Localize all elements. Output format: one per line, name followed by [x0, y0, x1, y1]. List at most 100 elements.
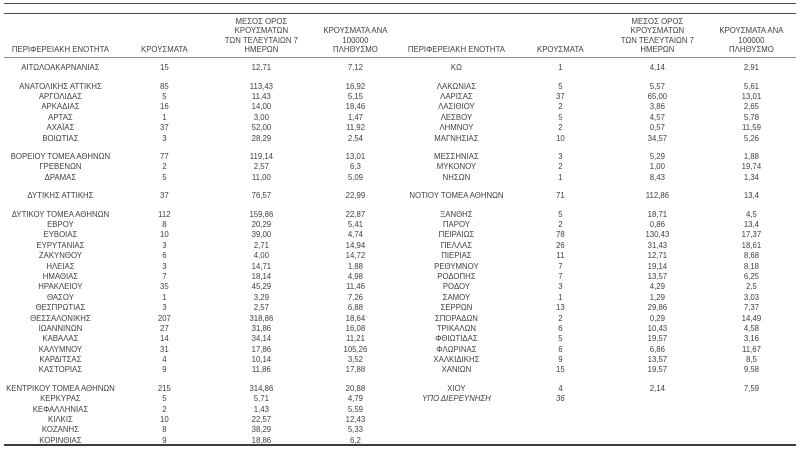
cases-value: 27 [160, 323, 169, 333]
cases-value: 31 [160, 344, 169, 354]
region-name: ΗΜΑΘΙΑΣ [42, 271, 79, 281]
avg7-value: 318,86 [249, 313, 274, 323]
table-row: ΔΡΑΜΑΣ 5 11,00 5,09 [4, 173, 400, 183]
table-row: ΧΙΟΥ 4 2,14 7,59 [400, 384, 796, 394]
cases-value: 5 [558, 334, 563, 344]
cases-value: 3 [162, 240, 167, 250]
avg7-value: 314,86 [249, 383, 274, 393]
region-name: ΜΕΣΣΗΝΙΑΣ [434, 152, 479, 162]
table-row: ΣΠΟΡΑΔΩΝ 2 0,29 14,49 [400, 314, 796, 324]
region-name: ΚΟΡΙΝΘΙΑΣ [39, 435, 82, 445]
per100k-value: 6,25 [743, 271, 760, 281]
per100k-value: 2,54 [347, 133, 364, 143]
avg7-value: 13,57 [647, 355, 668, 365]
avg7-value: 12,71 [251, 63, 272, 73]
table-row: ΚΑΡΔΙΤΣΑΣ 4 10,14 3,52 [4, 355, 400, 365]
per100k-value: 6,88 [347, 303, 364, 313]
region-name: ΒΟΡΕΙΟΥ ΤΟΜΕΑ ΑΘΗΝΩΝ [10, 152, 111, 162]
per100k-value: 17,88 [345, 365, 366, 375]
region-name: ΚΑΛΥΜΝΟΥ [38, 344, 83, 354]
cases-value: 3 [162, 303, 167, 313]
per100k-value: 13,01 [741, 92, 762, 102]
per100k-value: 5,26 [743, 133, 760, 143]
avg7-value: 5,57 [649, 81, 665, 91]
table-row: ΚΑΒΑΛΑΣ 14 34,14 11,21 [4, 334, 400, 344]
alphabetical-group: ΑΙΤΩΛΟΑΚΑΡΝΑΝΙΑΣ 15 12,71 7,12 [4, 63, 400, 73]
region-name: ΜΑΓΝΗΣΙΑΣ [434, 133, 479, 143]
table-row: ΘΑΣΟΥ 1 3,29 7,26 [4, 293, 400, 303]
cases-value: 11 [556, 251, 565, 261]
region-name: ΦΛΩΡΙΝΑΣ [436, 344, 477, 354]
avg7-value: 12,71 [647, 251, 668, 261]
regional-cases-table: ΠΕΡΙΦΕΡΕΙΑΚΗ ΕΝΟΤΗΤΑ ΚΡΟΥΣΜΑΤΑ ΜΕΣΟΣ ΟΡΟ… [4, 16, 796, 446]
cases-value: 26 [556, 240, 565, 250]
table-row: ΒΟΙΩΤΙΑΣ 3 28,29 2,54 [4, 134, 400, 144]
region-name: ΚΙΛΚΙΣ [48, 415, 73, 425]
table-row: ΒΟΡΕΙΟΥ ΤΟΜΕΑ ΑΘΗΝΩΝ 77 119,14 13,01 [4, 152, 400, 162]
table-header-row: ΠΕΡΙΦΕΡΕΙΑΚΗ ΕΝΟΤΗΤΑ ΚΡΟΥΣΜΑΤΑ ΜΕΣΟΣ ΟΡΟ… [400, 17, 796, 58]
region-name: ΜΥΚΟΝΟΥ [436, 162, 477, 172]
avg7-value: 5,29 [649, 152, 665, 162]
column-header-7day-average: ΜΕΣΟΣ ΟΡΟΣ ΚΡΟΥΣΜΑΤΩΝ ΤΩΝ ΤΕΛΕΥΤΑΙΩΝ 7 Η… [224, 16, 298, 55]
per100k-value: 3,52 [347, 355, 364, 365]
cases-value: 10 [556, 133, 565, 143]
region-name: ΛΕΣΒΟΥ [440, 112, 473, 122]
cases-value: 8 [162, 425, 167, 435]
cases-value: 5 [162, 92, 167, 102]
per100k-value: 5,33 [347, 425, 364, 435]
per100k-value: 1,88 [347, 261, 364, 271]
region-name: ΚΟΖΑΝΗΣ [41, 425, 79, 435]
per100k-value: 11,21 [345, 334, 365, 344]
avg7-value: 10,43 [647, 323, 668, 333]
region-name: ΝΟΤΙΟΥ ΤΟΜΕΑ ΑΘΗΝΩΝ [409, 191, 504, 201]
table-row: ΝΟΤΙΟΥ ΤΟΜΕΑ ΑΘΗΝΩΝ 71 112,86 13,4 [400, 191, 796, 201]
per100k-value: 7,12 [347, 63, 364, 73]
table-row: ΑΡΓΟΛΙΔΑΣ 5 11,43 5,15 [4, 92, 400, 102]
region-name: ΛΑΚΩΝΙΑΣ [436, 81, 477, 91]
per100k-value: 7,37 [743, 303, 760, 313]
region-name: ΚΑΡΔΙΤΣΑΣ [39, 355, 82, 365]
avg7-value: 52,00 [251, 123, 272, 133]
table-row: ΧΑΛΚΙΔΙΚΗΣ 9 13,57 8,5 [400, 355, 796, 365]
cases-value: 207 [157, 313, 171, 323]
table-row: ΛΕΣΒΟΥ 5 4,57 5,78 [400, 113, 796, 123]
avg7-value: 45,29 [251, 282, 272, 292]
table-row: ΗΡΑΚΛΕΙΟΥ 35 45,29 11,46 [4, 282, 400, 292]
per100k-value: 11,46 [345, 282, 365, 292]
region-name: ΕΥΒΟΙΑΣ [43, 230, 78, 240]
cases-value: 2 [162, 162, 167, 172]
avg7-value [608, 394, 707, 404]
per100k-value: 5,41 [347, 219, 364, 229]
per100k-value: 8,18 [743, 261, 760, 271]
avg7-value: 19,14 [647, 261, 668, 271]
avg7-value: 29,86 [647, 303, 668, 313]
per100k-value: 22,99 [345, 191, 366, 201]
table-row: ΓΡΕΒΕΝΩΝ 2 2,57 6,3 [4, 162, 400, 172]
avg7-value: 28,29 [251, 133, 272, 143]
avg7-value: 0,57 [649, 123, 665, 133]
table-body: ΑΙΤΩΛΟΑΚΑΡΝΑΝΙΑΣ 15 12,71 7,12 ΑΝΑΤΟΛΙΚΗΣ ΑΤ… [4, 58, 400, 446]
per100k-value: 8,5 [746, 355, 757, 365]
avg7-value: 4,29 [649, 282, 665, 292]
avg7-value: 20,29 [251, 219, 272, 229]
region-name: ΑΙΤΩΛΟΑΚΑΡΝΑΝΙΑΣ [21, 63, 100, 73]
region-name: ΞΑΝΘΗΣ [440, 209, 473, 219]
column-header-cases: ΚΡΟΥΣΜΑΤΑ [537, 45, 584, 55]
cases-value: 1 [162, 292, 167, 302]
per100k-value: 5,15 [347, 92, 364, 102]
column-header-region: ΠΕΡΙΦΕΡΕΙΑΚΗ ΕΝΟΤΗΤΑ [11, 45, 109, 55]
table-row: ΑΡΤΑΣ 1 3,00 1,47 [4, 113, 400, 123]
region-name: ΔΥΤΙΚΗΣ ΑΤΤΙΚΗΣ [27, 191, 94, 201]
table-row: ΚΑΣΤΟΡΙΑΣ 9 11,86 17,88 [4, 365, 400, 375]
region-name: ΚΑΒΑΛΑΣ [42, 334, 79, 344]
cases-value: 2 [558, 102, 563, 112]
per100k-value: 4,79 [347, 394, 364, 404]
per100k-value: 5,59 [347, 404, 364, 414]
per100k-value: 17,37 [741, 230, 762, 240]
cases-value: 9 [162, 435, 167, 445]
per100k-value: 16,92 [345, 81, 366, 91]
cases-value: 5 [162, 394, 167, 404]
avg7-value: 22,57 [251, 415, 272, 425]
cases-value: 5 [558, 209, 563, 219]
avg7-value: 39,00 [251, 230, 272, 240]
